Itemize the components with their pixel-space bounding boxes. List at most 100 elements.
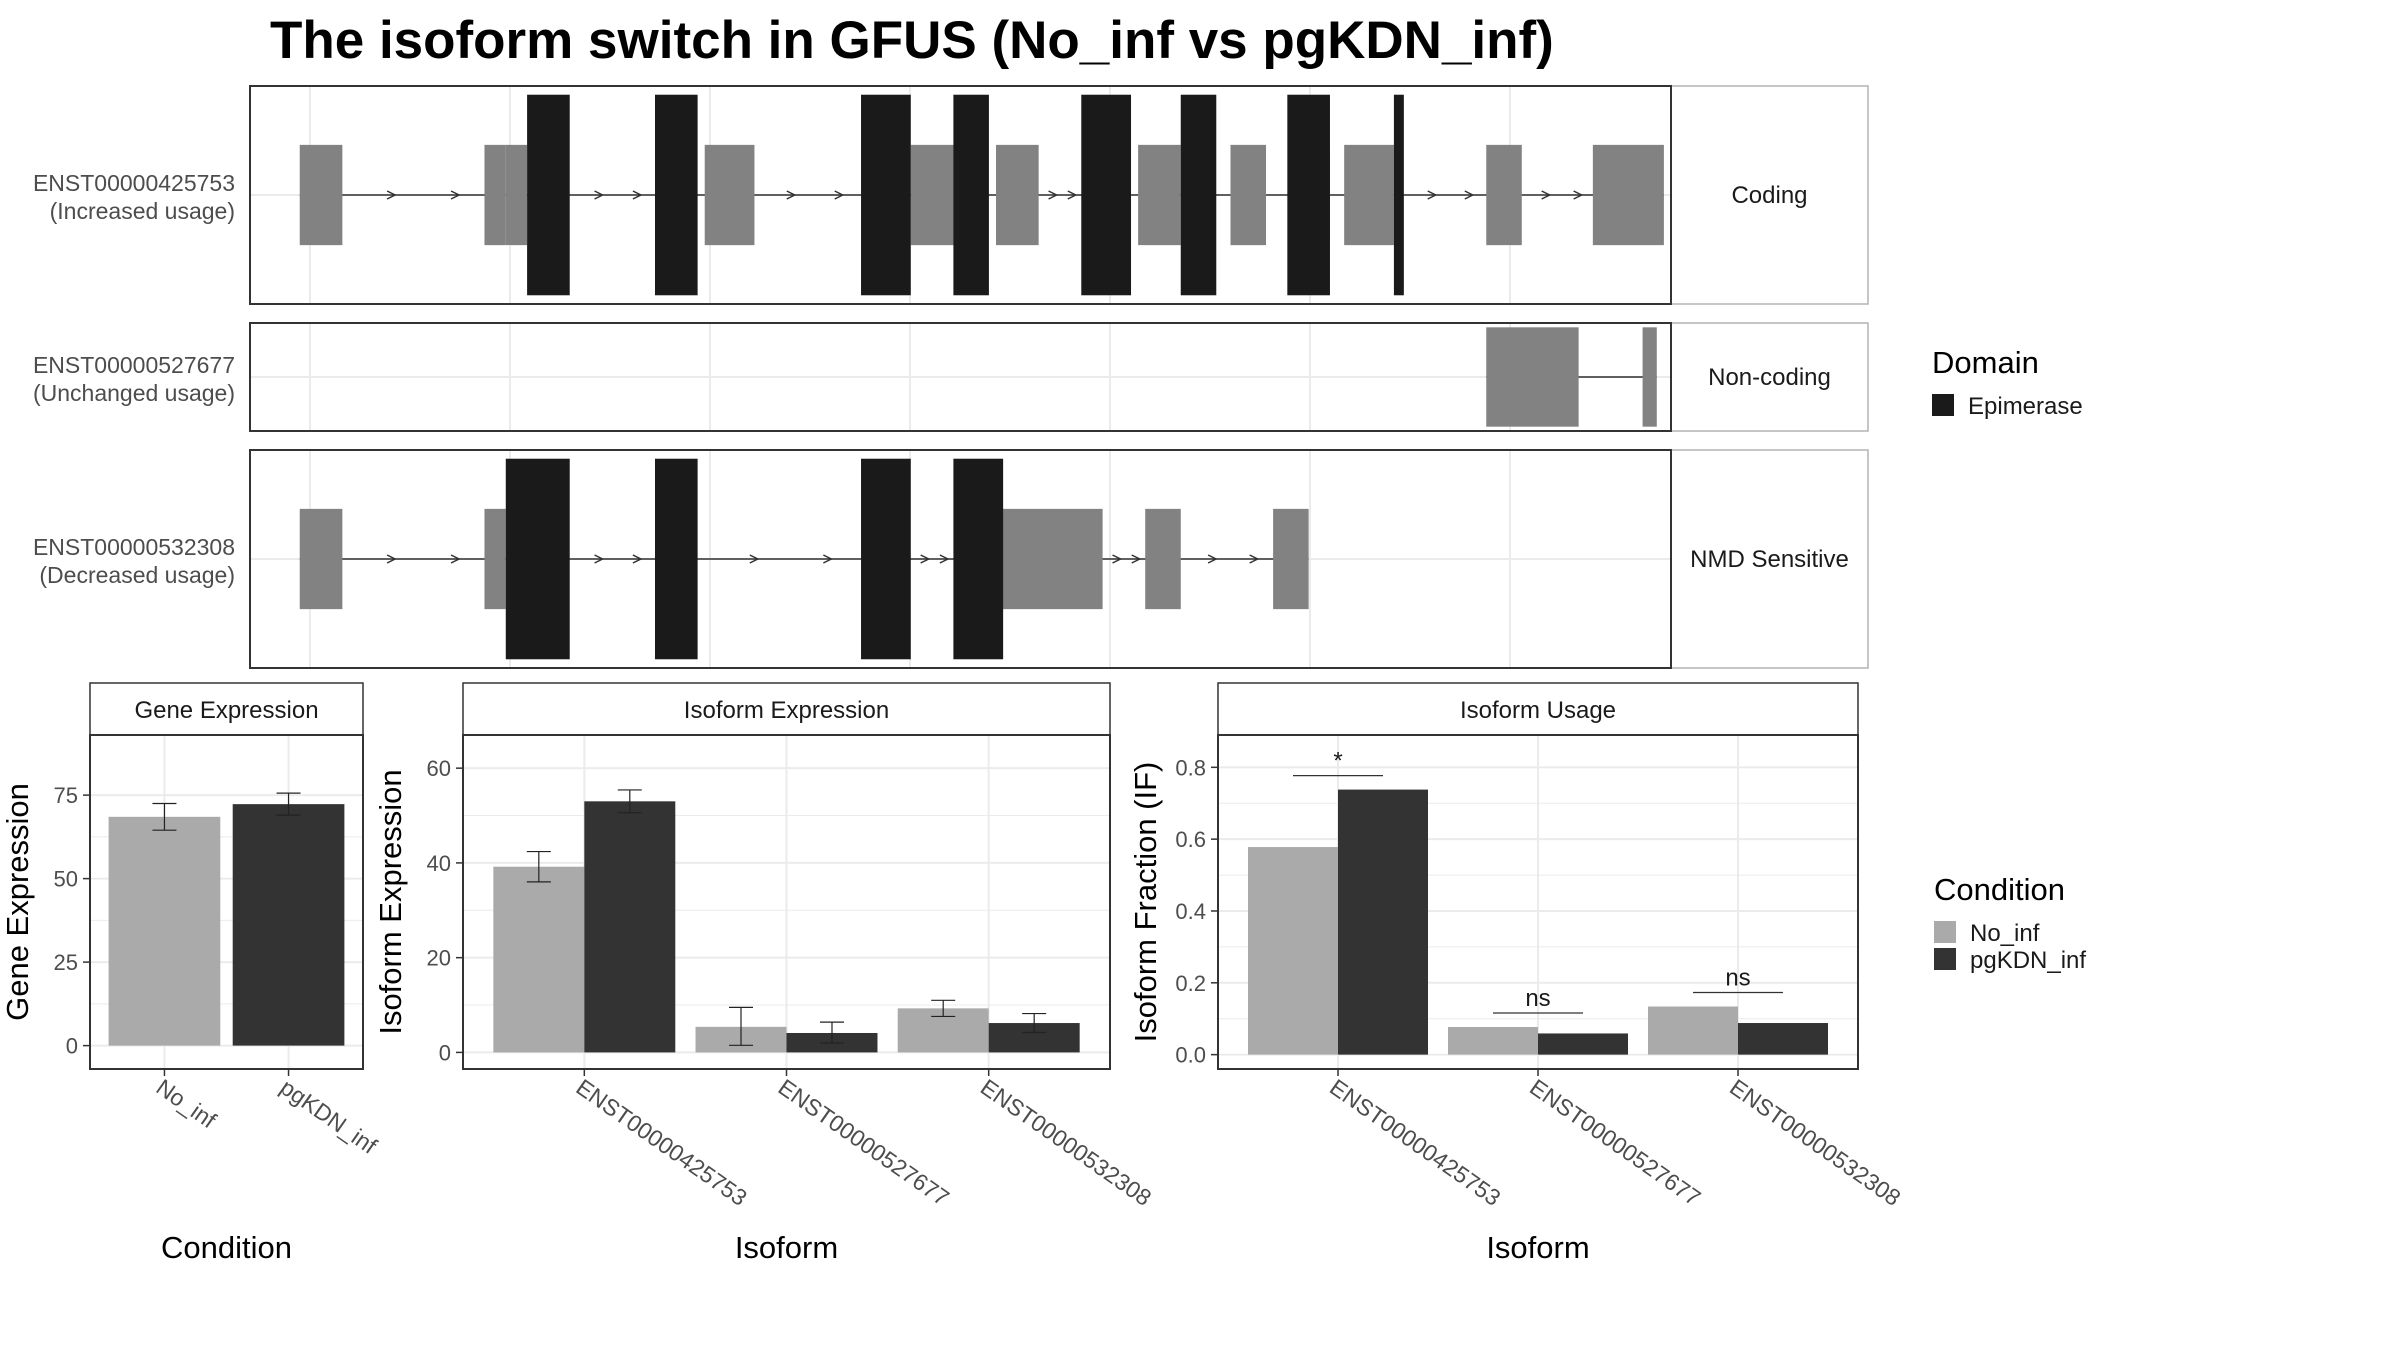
exon-block [1486, 327, 1579, 427]
intron-direction-arrow [594, 554, 605, 564]
category-strip-label-3: NMD Sensitive [1690, 546, 1849, 573]
exon-block [988, 508, 1103, 610]
y-tick-label: 50 [54, 867, 78, 892]
intron-direction-arrow [386, 554, 397, 564]
epimerase-domain-block [654, 94, 698, 296]
exon-block [299, 508, 343, 610]
structure-row-2: ENST00000527677 (Unchanged usage) Non-co… [33, 322, 1869, 432]
bar-pgkdn-inf [1738, 1023, 1828, 1055]
domain-legend: Domain Epimerase [1932, 345, 2083, 420]
epimerase-domain-block [1180, 94, 1217, 296]
exon-block [704, 144, 755, 246]
intron-direction-arrow [1464, 190, 1475, 200]
panel-border [89, 734, 364, 1070]
isoform-usage-panel: Isoform Usage Isoform Isoform Fraction (… [1128, 682, 1906, 1265]
intron-direction-arrow [1048, 190, 1059, 200]
exon-block [1145, 508, 1181, 610]
intron-direction-arrow [1112, 554, 1123, 564]
y-tick-label: 0.4 [1175, 899, 1206, 924]
condition-legend: Condition No_inf pgKDN_inf [1934, 872, 2086, 974]
x-tick-label: No_inf [152, 1074, 222, 1134]
condition-legend-label-no-inf: No_inf [1970, 920, 2040, 947]
intron-direction-arrow [920, 554, 931, 564]
y-tick-label: 0.6 [1175, 827, 1206, 852]
y-tick-label: 40 [427, 851, 451, 876]
condition-legend-label-pgkdn-inf: pgKDN_inf [1970, 947, 2086, 974]
intron-direction-arrow [823, 554, 834, 564]
intron-direction-arrow [450, 190, 461, 200]
y-tick-label: 25 [54, 950, 78, 975]
condition-legend-key-no-inf [1934, 921, 1956, 943]
epimerase-domain-block [527, 94, 570, 296]
epimerase-domain-block [861, 458, 911, 660]
bar-pgkdn-inf [232, 804, 345, 1046]
epimerase-domain-block [654, 458, 698, 660]
isoform-usage-x-title: Isoform [1486, 1230, 1589, 1265]
bar-pgkdn-inf [1538, 1033, 1628, 1055]
exon-block [299, 144, 343, 246]
gene-expression-x-title: Condition [161, 1230, 292, 1265]
gene-expression-strip [89, 682, 364, 736]
domain-legend-key-epimerase [1932, 394, 1954, 416]
epimerase-domain-block [1287, 94, 1330, 296]
epimerase-domain-block [1081, 94, 1132, 296]
intron-direction-arrow [1427, 190, 1438, 200]
panel-border [1217, 734, 1859, 1070]
transcript-id-label-2: ENST00000527677 [33, 352, 235, 378]
exon-block [1642, 327, 1657, 427]
epimerase-domain-block [953, 94, 989, 296]
category-strip-2 [1670, 322, 1869, 432]
significance-label: * [1333, 748, 1342, 775]
x-tick-label: ENST00000425753 [1325, 1074, 1505, 1211]
bar-pgkdn-inf [1338, 789, 1428, 1055]
intron-direction-arrow [786, 190, 797, 200]
intron-direction-arrow [834, 190, 845, 200]
x-tick-label: ENST00000527677 [1525, 1074, 1705, 1211]
exon-block [996, 144, 1039, 246]
exon-block [505, 144, 528, 246]
y-tick-label: 0.8 [1175, 755, 1206, 780]
intron-direction-arrow [939, 554, 950, 564]
category-strip-label-2: Non-coding [1708, 364, 1831, 391]
isoform-expression-panel: Isoform Expression Isoform Isoform Expre… [373, 682, 1156, 1265]
epimerase-domain-block [953, 458, 1004, 660]
intron-direction-arrow [632, 190, 643, 200]
y-tick-label: 60 [427, 756, 451, 781]
structure-row-1: ENST00000425753 (Increased usage) Coding [33, 85, 1869, 305]
significance-label: ns [1525, 985, 1550, 1012]
x-tick-label: pgKDN_inf [276, 1074, 383, 1159]
bar-pgkdn-inf [584, 801, 676, 1053]
isoform-usage-strip-label: Isoform Usage [1460, 697, 1616, 724]
condition-legend-title: Condition [1934, 872, 2065, 907]
epimerase-domain-block [861, 94, 911, 296]
y-tick-label: 0.0 [1175, 1043, 1206, 1068]
exon-block [1230, 144, 1267, 246]
gene-expression-y-title: Gene Expression [0, 783, 35, 1021]
domain-legend-label-epimerase: Epimerase [1968, 393, 2083, 420]
epimerase-domain-block [1393, 94, 1404, 296]
intron-direction-arrow [594, 190, 605, 200]
bar-no-inf [1448, 1026, 1538, 1055]
category-strip-1 [1670, 85, 1869, 305]
exon-block [1138, 144, 1181, 246]
exon-block [484, 144, 506, 246]
intron-direction-arrow [450, 554, 461, 564]
exon-block [1273, 508, 1309, 610]
isoform-expression-y-title: Isoform Expression [373, 769, 408, 1034]
isoform-expression-strip [462, 682, 1111, 736]
bar-no-inf [1648, 1006, 1738, 1055]
x-tick-label: ENST00000527677 [774, 1074, 954, 1211]
condition-legend-key-pgkdn-inf [1934, 948, 1956, 970]
y-tick-label: 75 [54, 783, 78, 808]
isoform-expression-x-title: Isoform [735, 1230, 838, 1265]
transcript-id-label-1: ENST00000425753 [33, 170, 235, 196]
isoform-expression-strip-label: Isoform Expression [684, 697, 889, 724]
category-strip-3 [1670, 449, 1869, 669]
transcript-usage-label-2: (Unchanged usage) [33, 380, 235, 406]
figure-title: The isoform switch in GFUS (No_inf vs pg… [270, 11, 1554, 70]
category-strip-label-1: Coding [1731, 182, 1807, 209]
bar-no-inf [108, 816, 221, 1046]
x-tick-label: ENST00000532308 [976, 1074, 1156, 1211]
y-tick-label: 0 [66, 1034, 78, 1059]
